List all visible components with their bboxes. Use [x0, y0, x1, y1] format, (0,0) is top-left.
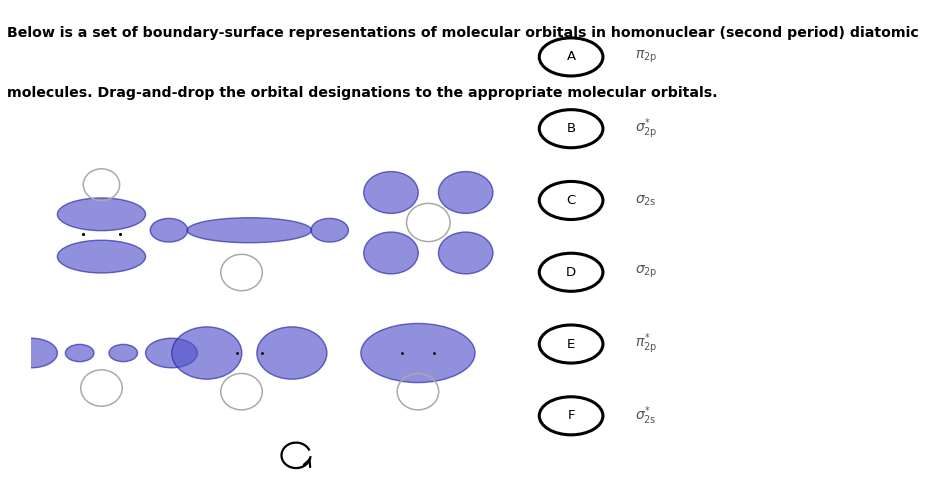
Ellipse shape — [57, 198, 146, 231]
Circle shape — [539, 325, 603, 363]
Text: $σ_{\mathrm{2s}}$: $σ_{\mathrm{2s}}$ — [635, 193, 657, 208]
Text: E: E — [567, 338, 575, 350]
Ellipse shape — [439, 172, 493, 213]
Text: A: A — [566, 50, 576, 63]
Ellipse shape — [66, 345, 94, 362]
Ellipse shape — [439, 232, 493, 274]
Circle shape — [539, 397, 603, 435]
Text: C: C — [566, 194, 576, 207]
Circle shape — [539, 182, 603, 219]
Ellipse shape — [364, 172, 418, 213]
Ellipse shape — [146, 338, 197, 368]
Text: molecules. Drag-and-drop the orbital designations to the appropriate molecular o: molecules. Drag-and-drop the orbital des… — [7, 86, 718, 99]
Text: B: B — [566, 122, 576, 135]
Ellipse shape — [171, 327, 242, 379]
Text: Below is a set of boundary-surface representations of molecular orbitals in homo: Below is a set of boundary-surface repre… — [7, 26, 919, 40]
Ellipse shape — [257, 327, 327, 379]
Ellipse shape — [364, 232, 418, 274]
Circle shape — [539, 253, 603, 291]
Ellipse shape — [6, 338, 57, 368]
Ellipse shape — [361, 323, 475, 383]
Text: D: D — [566, 266, 576, 279]
Circle shape — [539, 110, 603, 148]
Circle shape — [539, 38, 603, 76]
Text: $σ_{\mathrm{2p}}$: $σ_{\mathrm{2p}}$ — [635, 264, 658, 280]
Text: $σ_{\mathrm{2p}}^{*}$: $σ_{\mathrm{2p}}^{*}$ — [635, 116, 658, 141]
Ellipse shape — [109, 345, 137, 362]
Text: $σ_{\mathrm{2s}}^{*}$: $σ_{\mathrm{2s}}^{*}$ — [635, 404, 657, 427]
Text: $π_{\mathrm{2p}}^{*}$: $π_{\mathrm{2p}}^{*}$ — [635, 332, 657, 356]
Text: F: F — [567, 409, 575, 422]
Text: $π_{\mathrm{2p}}$: $π_{\mathrm{2p}}$ — [635, 49, 657, 65]
Ellipse shape — [150, 218, 188, 242]
Ellipse shape — [188, 218, 311, 243]
Ellipse shape — [311, 218, 348, 242]
Ellipse shape — [57, 240, 146, 273]
